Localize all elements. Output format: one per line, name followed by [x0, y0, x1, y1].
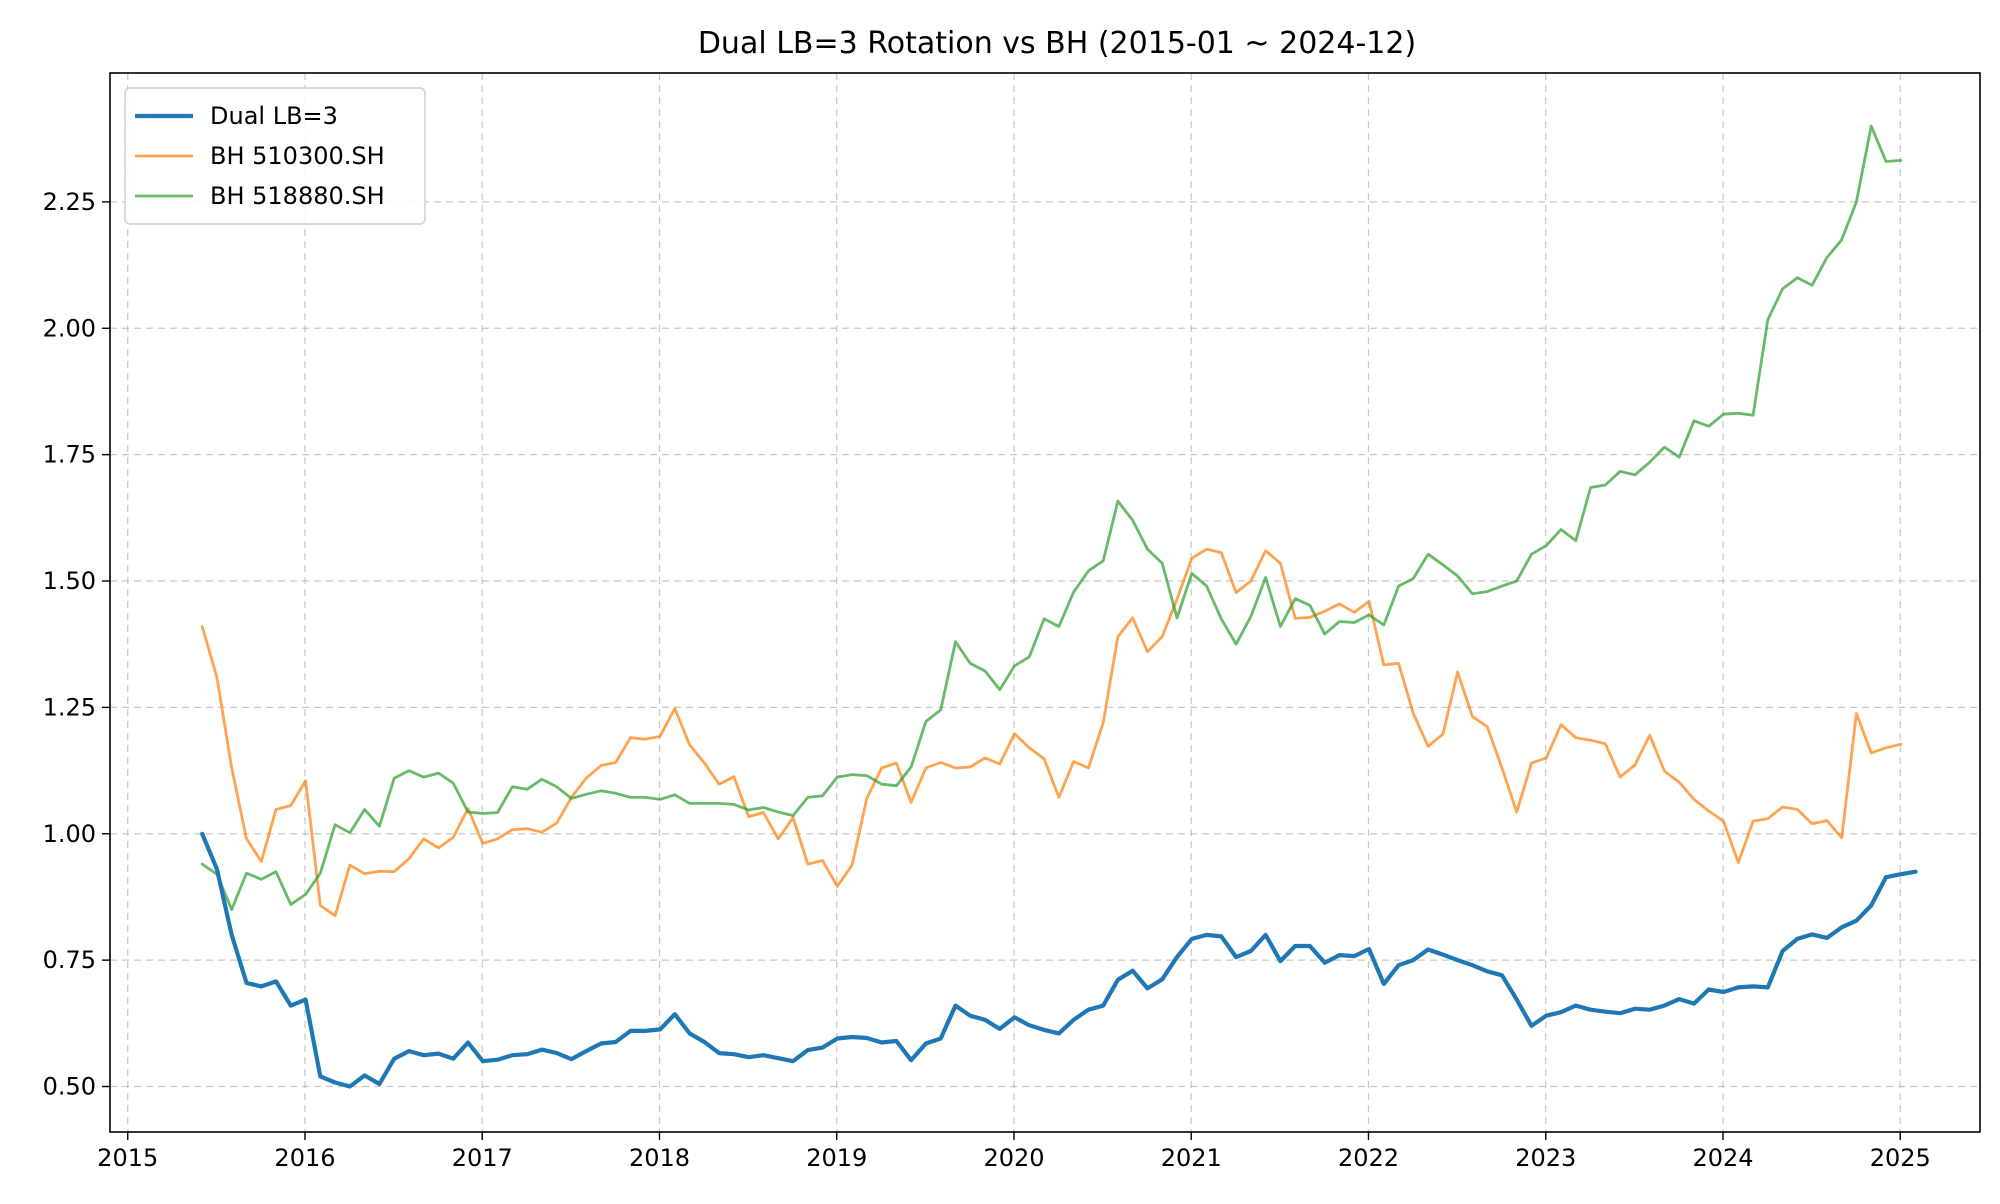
series-line-1: [200, 547, 1903, 918]
chart-title: Dual LB=3 Rotation vs BH (2015-01 ~ 2024…: [698, 26, 1416, 61]
y-tick-label: 1.75: [43, 441, 96, 469]
legend-label: Dual LB=3: [210, 102, 338, 130]
grid: [110, 73, 1980, 1132]
x-tick-label: 2025: [1870, 1144, 1931, 1172]
series-lines: [200, 124, 1918, 1089]
legend-label: BH 518880.SH: [210, 182, 385, 210]
x-tick-label: 2016: [274, 1144, 335, 1172]
series-line-2: [200, 124, 1903, 911]
x-tick-label: 2019: [806, 1144, 867, 1172]
axes: 2015 2016 2017 2018 2019 2020 2021 2022 2023 2024…: [43, 188, 1931, 1172]
x-tick-label: 2022: [1338, 1144, 1399, 1172]
x-tick-label: 2018: [629, 1144, 690, 1172]
legend-label: BH 510300.SH: [210, 142, 385, 170]
legend-box: [124, 87, 426, 225]
y-tick-label: 1.25: [43, 693, 96, 721]
x-tick-label: 2017: [452, 1144, 513, 1172]
x-tick-label: 2023: [1515, 1144, 1576, 1172]
x-tick-label: 2015: [97, 1144, 158, 1172]
legend: Dual LB=3 BH 510300.SH BH 518880.SH: [124, 87, 426, 225]
x-tick-label: 2020: [983, 1144, 1044, 1172]
y-tick-label: 2.00: [43, 314, 96, 342]
x-tick-label: 2024: [1692, 1144, 1753, 1172]
y-tick-label: 0.75: [43, 946, 96, 974]
plot-area-frame: [109, 72, 1981, 1133]
y-tick-label: 1.50: [43, 567, 96, 595]
y-tick-label: 1.00: [43, 820, 96, 848]
x-tick-label: 2021: [1161, 1144, 1222, 1172]
series-line-0: [200, 831, 1918, 1089]
y-tick-label: 2.25: [43, 188, 96, 216]
y-tick-label: 0.50: [43, 1073, 96, 1101]
